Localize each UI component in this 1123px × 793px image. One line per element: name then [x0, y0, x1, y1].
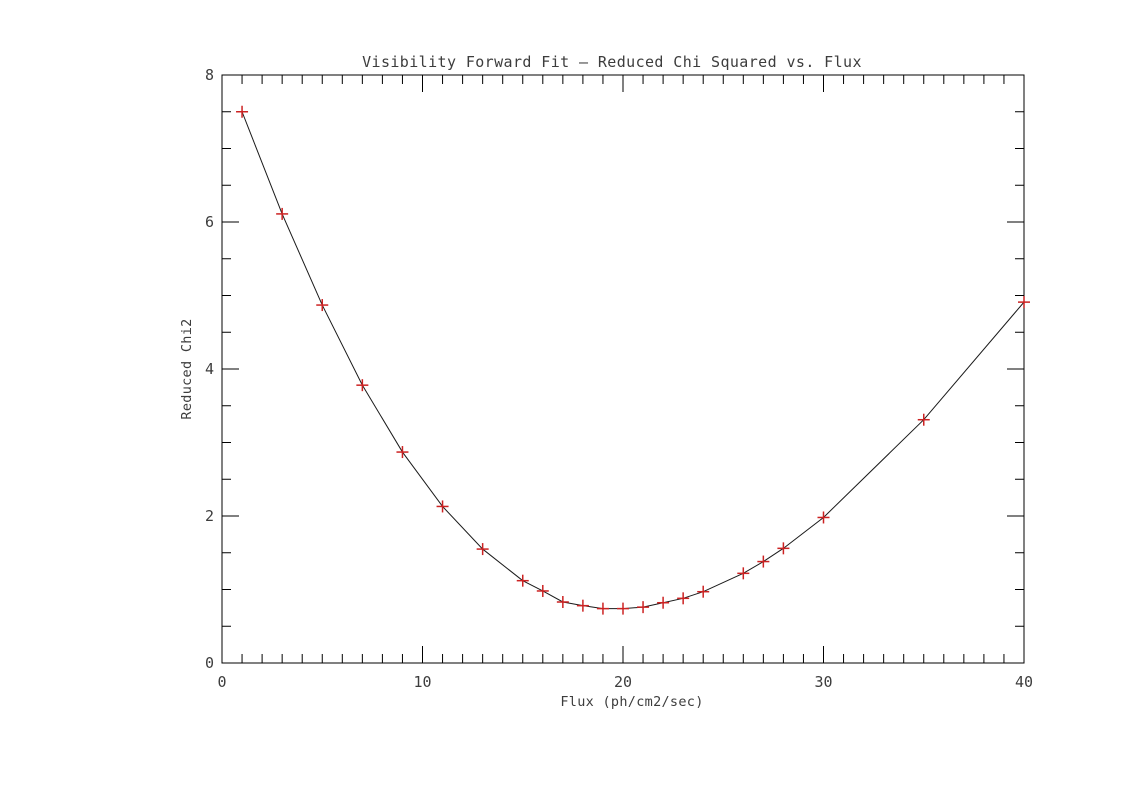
data-point-marker — [396, 446, 409, 459]
y-axis-label: Reduced Chi2 — [179, 318, 195, 419]
data-point-marker — [617, 602, 629, 615]
data-point-marker — [917, 413, 930, 426]
data-point-marker — [276, 207, 289, 220]
data-point-marker — [356, 379, 369, 392]
axis-box — [221, 74, 1025, 664]
y-axis-tick-label: 4 — [205, 360, 214, 378]
y-axis-tick-label: 0 — [205, 654, 214, 672]
data-point-marker — [697, 585, 710, 598]
data-point-marker — [536, 584, 549, 597]
data-point-marker — [657, 596, 670, 609]
data-point-marker — [1018, 296, 1030, 309]
data-point-marker — [316, 299, 329, 312]
y-axis-tick-label: 6 — [205, 213, 214, 231]
y-axis-tick-label: 8 — [205, 66, 214, 84]
data-point-marker — [596, 602, 609, 615]
x-axis-label: Flux (ph/cm2/sec) — [560, 694, 703, 710]
data-point-marker — [576, 599, 589, 612]
x-axis-tick-label: 40 — [1015, 673, 1033, 691]
x-axis-tick-label: 30 — [814, 673, 832, 691]
plot-area: 0 10 20 30 40 0 2 4 6 8 — [205, 66, 1033, 691]
chart-title: Visibility Forward Fit — Reduced Chi Squ… — [362, 53, 862, 71]
x-axis-tick-label: 20 — [614, 673, 632, 691]
data-point-marker — [476, 543, 489, 556]
x-axis-tick-label: 0 — [217, 673, 226, 691]
data-point-marker — [436, 500, 449, 513]
data-point-marker — [777, 542, 790, 555]
y-axis-tick-label: 2 — [205, 507, 214, 525]
x-axis-tick-label: 10 — [413, 673, 431, 691]
data-point-marker — [817, 511, 830, 524]
data-point-marker — [677, 592, 690, 605]
data-point-marker — [516, 574, 529, 587]
data-point-marker — [737, 567, 750, 580]
data-point-marker — [556, 595, 569, 608]
data-point-marker — [757, 555, 770, 568]
data-point-marker — [236, 105, 249, 118]
data-curve — [241, 111, 1025, 610]
data-point-marker — [637, 601, 650, 614]
